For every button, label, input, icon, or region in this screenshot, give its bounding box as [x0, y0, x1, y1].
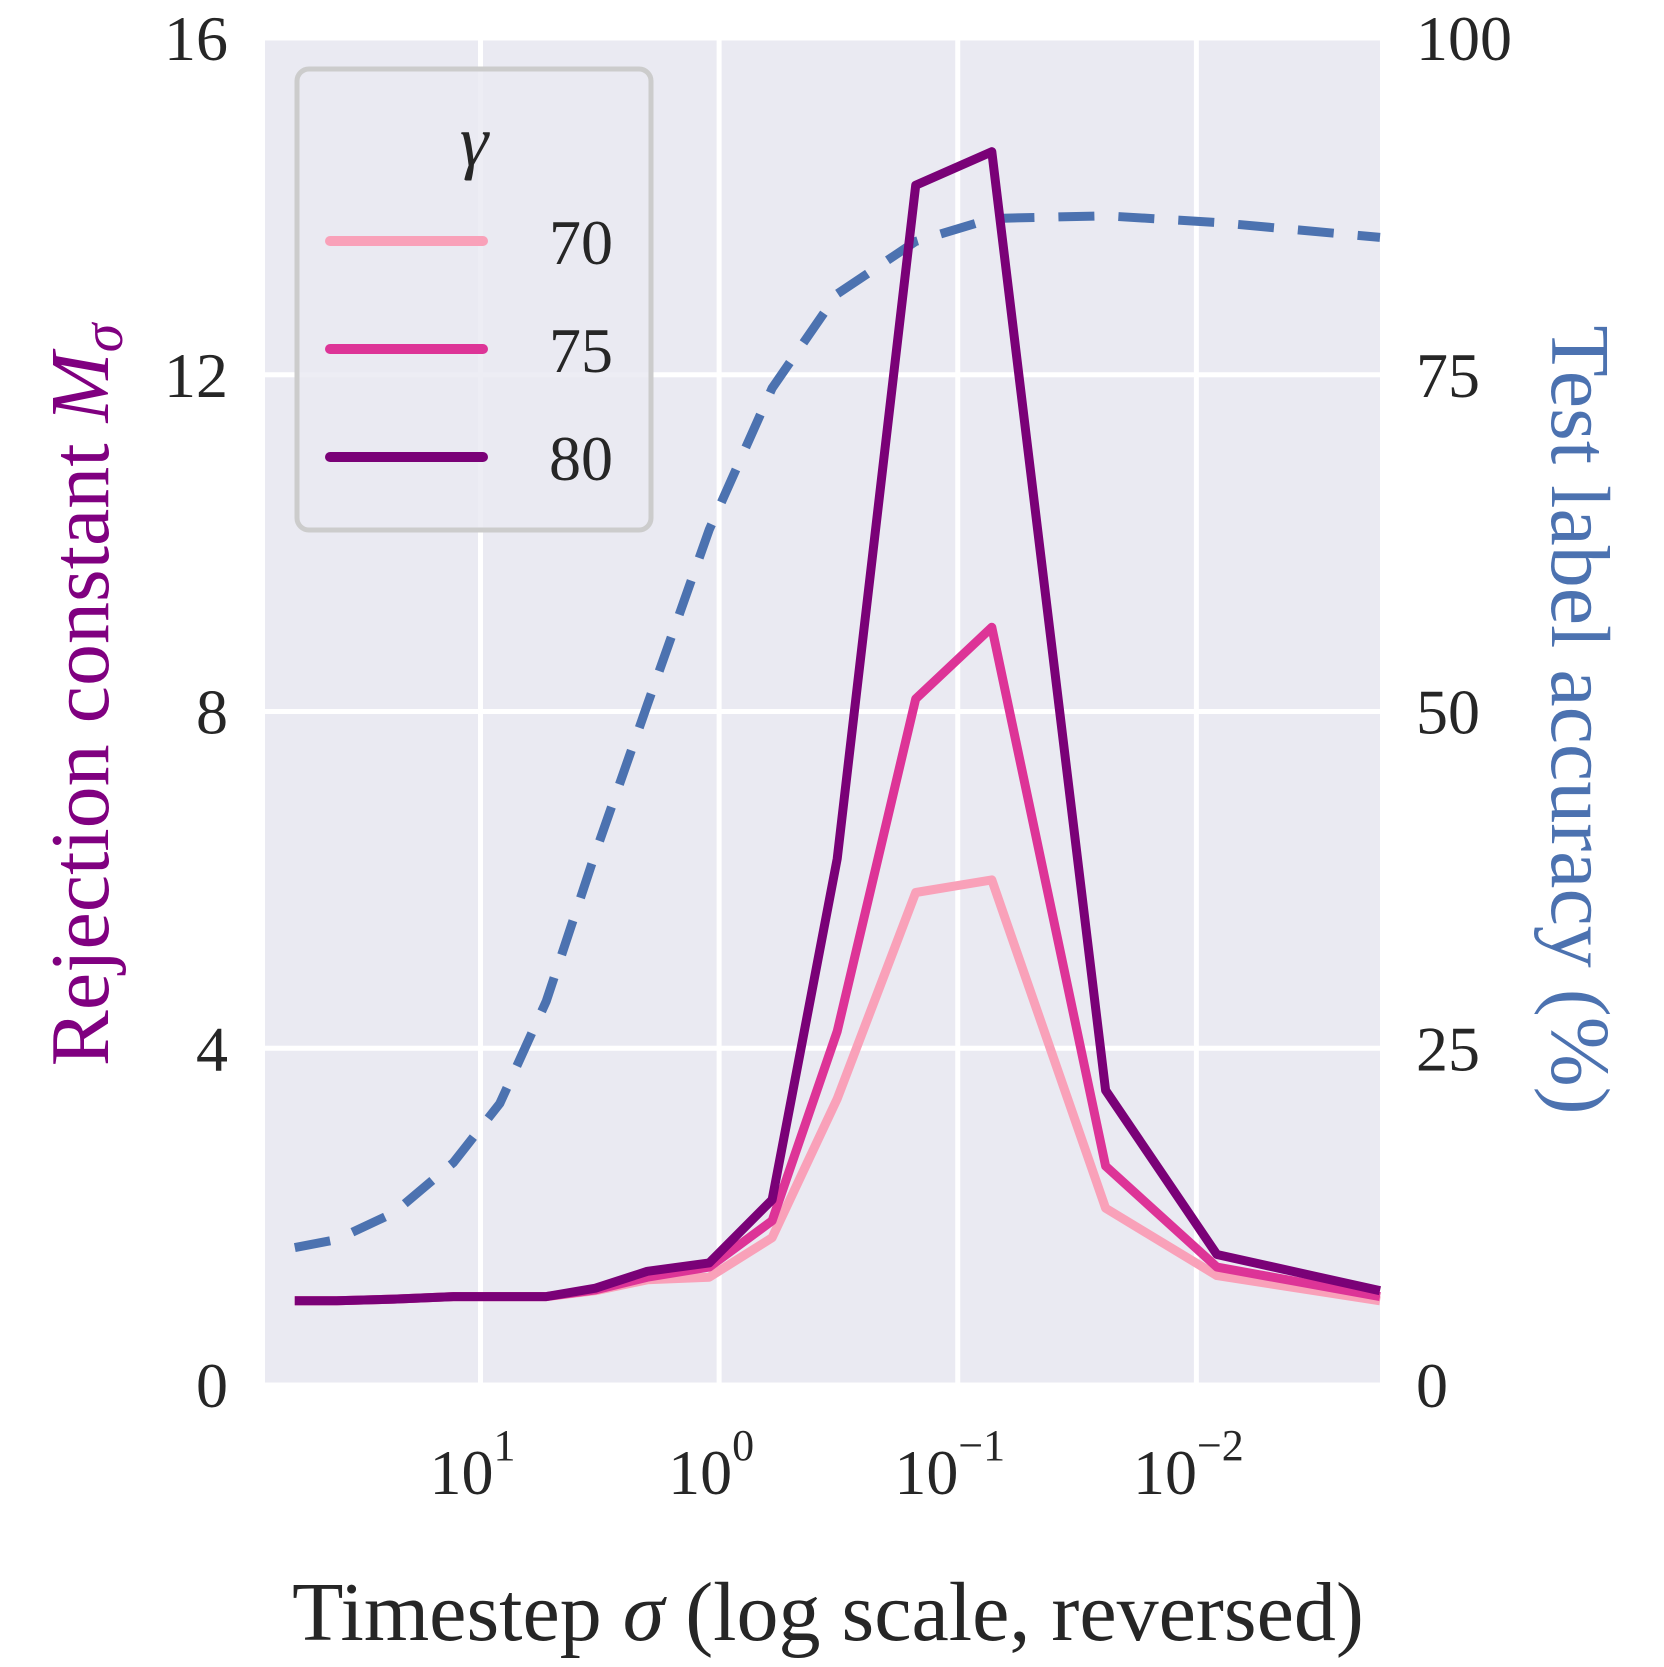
legend-label-70: 70 [549, 207, 613, 278]
x-tick-label: 101 [429, 1421, 515, 1508]
series-line-accuracy [293, 211, 1381, 1253]
right-axis-ticks: 0 25 50 75 100 [1416, 3, 1512, 1421]
legend-title: γ [460, 101, 490, 181]
y-left-tick-label: 4 [196, 1013, 228, 1084]
series-group [293, 147, 1381, 1306]
legend-label-80: 80 [549, 423, 613, 494]
legend-items: 70 75 80 [325, 207, 613, 494]
left-axis-label: Rejection constant Mσ [34, 321, 135, 1066]
legend-label-75: 75 [549, 315, 613, 386]
right-axis-label: Test label accuracy (%) [1533, 325, 1626, 1114]
y-left-tick-label: 16 [164, 3, 228, 74]
y-right-tick-label: 75 [1416, 340, 1480, 411]
y-right-tick-label: 25 [1416, 1013, 1480, 1084]
legend: γ 70 75 80 [294, 66, 654, 533]
left-axis-ticks: 0 4 8 12 16 [164, 3, 228, 1421]
x-tick-label: 100 [668, 1421, 754, 1508]
y-left-tick-label: 8 [196, 677, 228, 748]
y-right-tick-label: 50 [1416, 677, 1480, 748]
x-tick-label: 10−1 [894, 1421, 1005, 1508]
x-axis-label: Timestep σ (log scale, reversed) [292, 1566, 1364, 1659]
y-left-tick-label: 0 [196, 1350, 228, 1421]
legend-box [294, 66, 654, 533]
y-left-tick-label: 12 [164, 340, 228, 411]
x-tick-label: 10−2 [1133, 1421, 1244, 1508]
x-axis-ticks: 101 100 10−1 10−2 [429, 1421, 1243, 1508]
y-right-tick-label: 0 [1416, 1350, 1448, 1421]
y-right-tick-label: 100 [1416, 3, 1512, 74]
series-line-80 [294, 147, 1381, 1306]
